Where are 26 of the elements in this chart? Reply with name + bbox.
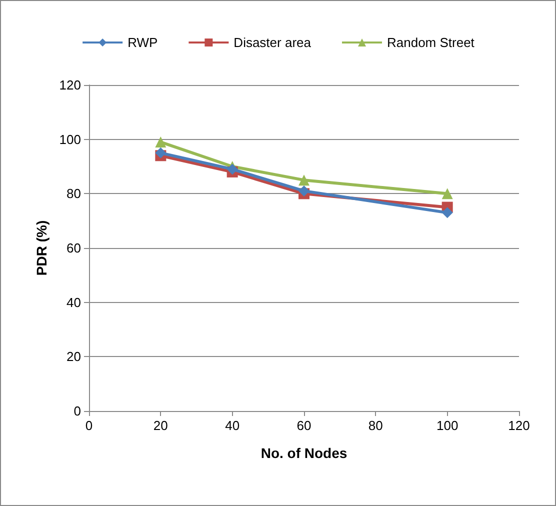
x-tick-label: 20 — [153, 418, 168, 433]
legend-label: Disaster area — [234, 35, 312, 50]
x-axis-title: No. of Nodes — [260, 445, 348, 461]
y-tick-label: 40 — [66, 294, 81, 310]
x-tick-label: 0 — [85, 418, 93, 433]
y-tick-label: 0 — [74, 404, 81, 418]
x-tick-label: 100 — [436, 418, 458, 433]
y-tick-label: 20 — [66, 349, 81, 364]
legend-label: Random Street — [386, 35, 475, 50]
y-tick-label: 120 — [59, 78, 81, 92]
point — [155, 147, 166, 158]
point — [155, 136, 166, 148]
point — [442, 188, 453, 200]
point — [298, 185, 310, 196]
point — [298, 174, 310, 186]
y-tick-label: 100 — [59, 132, 81, 147]
legend-label: RWP — [128, 35, 158, 50]
x-tick-label: 80 — [368, 418, 383, 433]
x-tick-label: 120 — [508, 418, 530, 433]
x-tick-label: 40 — [225, 418, 240, 433]
y-tick-label: 80 — [66, 186, 81, 202]
point — [442, 207, 453, 218]
x-tick-label: 60 — [296, 418, 312, 433]
point — [226, 164, 238, 175]
y-axis-title: PDR (%) — [33, 220, 50, 276]
y-tick-label: 60 — [66, 240, 81, 256]
